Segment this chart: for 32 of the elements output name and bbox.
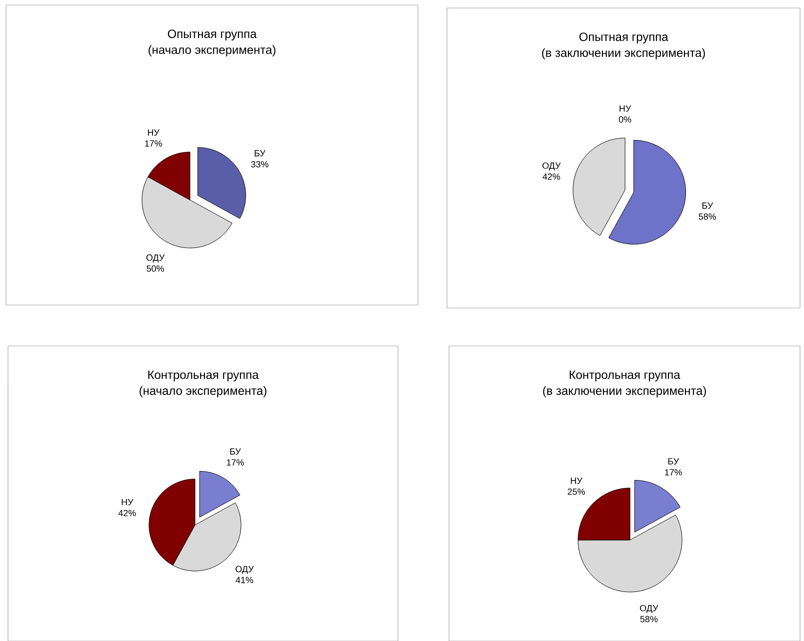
data-label: 58% <box>698 213 716 220</box>
slice-label: БУ <box>668 458 680 464</box>
slice-label: НУ <box>122 498 134 506</box>
slice-label: БУ <box>230 448 241 455</box>
chart-title: Опытная группа <box>579 32 668 44</box>
slice-label: НУ <box>570 478 582 484</box>
chart-subtitle: (начало эксперимента) <box>140 386 266 398</box>
data-label: 17% <box>665 469 682 476</box>
chart-subtitle: (начало эксперимента) <box>148 45 276 56</box>
data-label: 50% <box>146 265 164 272</box>
data-label: 42% <box>542 173 560 180</box>
slice-label: ОДУ <box>640 604 658 613</box>
slice-label: ОДУ <box>236 566 254 574</box>
data-label: 41% <box>236 576 254 583</box>
data-label: 17% <box>226 459 244 466</box>
slice-label: НУ <box>148 129 160 136</box>
chart-subtitle: (в заключении эксперимента) <box>542 48 705 60</box>
chart-title: Контрольная группа <box>148 370 259 382</box>
slice-label: ОДУ <box>542 162 561 170</box>
data-label: 33% <box>251 160 268 168</box>
slice-label: БУ <box>254 150 266 156</box>
data-label: 17% <box>145 140 162 146</box>
slice-label: ОДУ <box>146 254 165 262</box>
chart-subtitle: (в заключении эксперимента) <box>543 386 706 398</box>
data-label: 58% <box>640 616 658 622</box>
category-label: НУ <box>620 105 632 112</box>
data-label: 42% <box>118 510 136 516</box>
text: 0% <box>618 116 632 122</box>
chart-title: Опытная группа <box>168 29 257 40</box>
slice-label: БУ <box>702 202 714 209</box>
chart-title: Контрольная группа <box>570 370 680 382</box>
data-label: 25% <box>568 488 585 495</box>
